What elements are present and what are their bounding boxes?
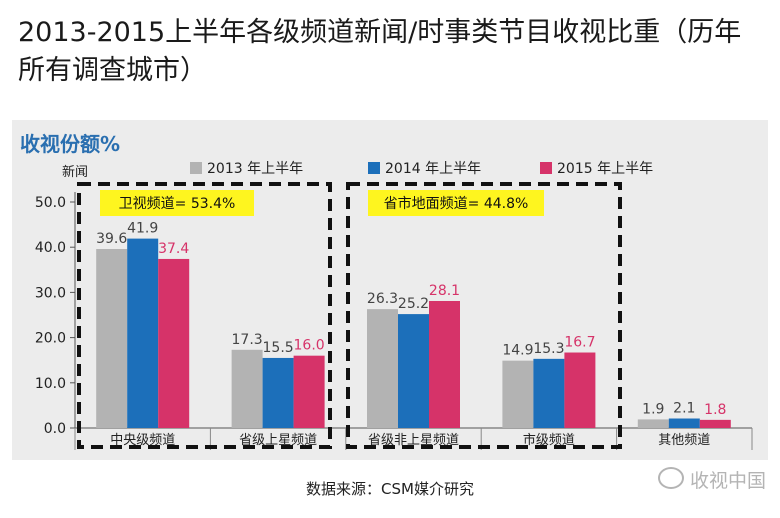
category-label: 中央级频道 (110, 433, 175, 448)
legend-label: 2015 年上半年 (557, 161, 653, 177)
data-label: 16.7 (564, 335, 595, 351)
page-title: 2013-2015上半年各级频道新闻/时事类节目收视比重（历年所有调查城市） (18, 17, 742, 86)
bar (564, 352, 596, 428)
group-box (77, 182, 332, 449)
y-tick-label: 20.0 (35, 331, 66, 347)
bar (96, 249, 128, 428)
category-label: 其他频道 (658, 433, 710, 448)
data-label: 25.2 (398, 296, 429, 312)
bar (637, 419, 669, 428)
watermark-text: 收视中国 (689, 470, 766, 492)
data-label: 15.5 (263, 340, 294, 356)
legend-swatch (190, 162, 202, 174)
bar (502, 360, 534, 428)
y-tick-label: 40.0 (35, 240, 66, 256)
annotation-highlight (100, 190, 254, 216)
category-label: 省级上星频道 (239, 433, 317, 448)
bar (533, 358, 565, 428)
data-label: 1.9 (642, 401, 664, 417)
y-tick-label: 50.0 (35, 195, 66, 211)
bar (367, 309, 398, 428)
data-label: 16.0 (294, 338, 325, 354)
bar (231, 349, 263, 428)
y-tick-label: 30.0 (35, 285, 66, 301)
watermark: 收视中国 (657, 466, 766, 493)
data-label: 15.3 (533, 341, 564, 357)
data-label: 39.6 (96, 231, 127, 247)
group-box (346, 182, 622, 449)
chart-title: 收视份额% (20, 132, 121, 156)
bar (398, 314, 429, 428)
data-label: 1.8 (704, 402, 726, 418)
bar (699, 419, 731, 428)
data-label: 17.3 (232, 332, 263, 348)
data-label: 26.3 (367, 291, 398, 307)
bar (158, 258, 190, 428)
bar (429, 300, 460, 428)
wechat-icon (657, 467, 684, 489)
data-label: 41.9 (127, 221, 158, 237)
data-label: 28.1 (429, 283, 460, 299)
bar (127, 238, 159, 428)
legend-label: 2014 年上半年 (385, 161, 481, 177)
annotation-text: 卫视频道= 53.4% (119, 196, 236, 212)
data-label: 37.4 (158, 241, 189, 257)
legend-label: 2013 年上半年 (207, 161, 303, 177)
data-label: 2.1 (673, 401, 695, 417)
category-label: 市级频道 (523, 432, 575, 448)
data-source: 数据来源：CSM媒介研究 (306, 480, 474, 498)
bar (293, 355, 325, 428)
y-axis-label: 新闻 (62, 164, 88, 180)
data-label: 14.9 (502, 343, 533, 359)
legend-swatch (540, 162, 552, 174)
bar (262, 357, 294, 428)
y-tick-label: 0.0 (44, 421, 66, 437)
bar (668, 418, 700, 428)
annotation-text: 省市地面频道= 44.8% (384, 195, 529, 212)
y-tick-label: 10.0 (35, 376, 66, 392)
annotation-highlight (368, 190, 544, 216)
legend-swatch (368, 162, 380, 174)
category-label: 省级非上星频道 (368, 433, 459, 448)
